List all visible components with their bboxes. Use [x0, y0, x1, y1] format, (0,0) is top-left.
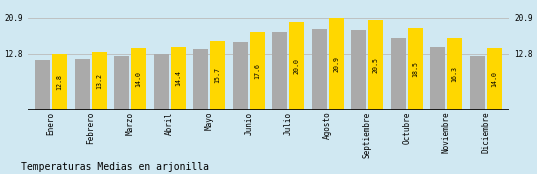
Bar: [368, 20, 383, 110]
Bar: [171, 46, 186, 110]
Bar: [447, 38, 462, 110]
Text: 15.7: 15.7: [215, 67, 221, 83]
Bar: [289, 22, 304, 110]
Bar: [52, 54, 67, 110]
Bar: [391, 38, 406, 110]
Bar: [210, 41, 225, 110]
Bar: [114, 56, 129, 110]
Bar: [470, 56, 485, 110]
Bar: [431, 47, 446, 110]
Bar: [154, 54, 169, 110]
Text: 14.4: 14.4: [175, 70, 181, 86]
Text: 13.2: 13.2: [96, 73, 102, 89]
Text: 14.0: 14.0: [135, 71, 142, 87]
Bar: [312, 29, 327, 110]
Bar: [193, 49, 208, 110]
Text: 20.5: 20.5: [373, 57, 379, 73]
Bar: [35, 60, 50, 110]
Bar: [250, 32, 265, 110]
Bar: [272, 32, 287, 110]
Text: 20.9: 20.9: [333, 56, 339, 72]
Text: 18.5: 18.5: [412, 61, 418, 77]
Bar: [131, 48, 146, 110]
Text: 20.0: 20.0: [294, 58, 300, 74]
Bar: [351, 30, 366, 110]
Bar: [408, 28, 423, 110]
Text: 17.6: 17.6: [254, 63, 260, 79]
Bar: [487, 48, 502, 110]
Bar: [75, 59, 90, 110]
Bar: [91, 52, 106, 110]
Text: Temperaturas Medias en arjonilla: Temperaturas Medias en arjonilla: [21, 162, 209, 172]
Text: 14.0: 14.0: [491, 71, 497, 87]
Bar: [329, 18, 344, 110]
Text: 12.8: 12.8: [56, 74, 62, 90]
Text: 16.3: 16.3: [452, 66, 458, 82]
Bar: [233, 42, 248, 110]
